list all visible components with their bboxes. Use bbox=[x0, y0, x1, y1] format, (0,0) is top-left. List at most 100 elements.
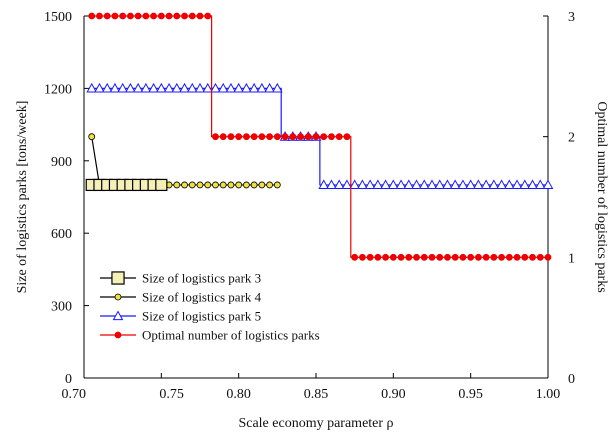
data-point bbox=[273, 181, 281, 189]
data-point bbox=[181, 12, 188, 20]
data-point bbox=[101, 82, 113, 93]
data-point bbox=[142, 12, 150, 20]
data-point bbox=[297, 133, 304, 141]
data-point bbox=[173, 12, 181, 20]
y-right-tick-label: 2 bbox=[568, 131, 575, 146]
x-tick-label: 0.85 bbox=[304, 387, 329, 402]
y-left-tick-label: 1500 bbox=[44, 10, 72, 25]
data-point bbox=[397, 253, 405, 261]
data-point bbox=[264, 82, 275, 93]
data-point bbox=[202, 82, 214, 93]
data-point bbox=[273, 133, 281, 141]
legend: Size of logistics park 3 Size of logistic… bbox=[100, 271, 320, 343]
data-point bbox=[88, 133, 96, 141]
y-left-tick-label: 300 bbox=[51, 300, 72, 315]
data-point bbox=[513, 253, 521, 261]
series-line bbox=[91, 15, 548, 258]
data-point bbox=[442, 179, 453, 190]
data-point bbox=[341, 179, 353, 190]
data-point bbox=[482, 253, 490, 261]
data-point bbox=[140, 82, 152, 93]
legend-label: Optimal number of logistics parks bbox=[142, 328, 320, 343]
data-point bbox=[241, 82, 252, 93]
data-point bbox=[210, 82, 221, 93]
data-point bbox=[155, 178, 168, 192]
data-point bbox=[490, 253, 498, 261]
data-point bbox=[134, 12, 142, 20]
data-point bbox=[165, 12, 173, 20]
x-tick-label: 0.95 bbox=[458, 387, 483, 402]
x-tick-label: 0.75 bbox=[159, 387, 184, 402]
y-left-tick-label: 1200 bbox=[44, 82, 72, 97]
data-point bbox=[173, 181, 181, 189]
data-point bbox=[150, 12, 158, 20]
data-point bbox=[289, 133, 297, 141]
data-point bbox=[281, 133, 289, 141]
series-group bbox=[85, 12, 554, 261]
y-axis-left-title: Size of logistics parks [tons/week] bbox=[15, 101, 30, 294]
data-point bbox=[473, 179, 484, 190]
data-point bbox=[225, 82, 237, 93]
data-point bbox=[382, 253, 390, 261]
data-point bbox=[188, 181, 196, 189]
data-point bbox=[529, 253, 536, 261]
data-point bbox=[405, 253, 413, 261]
data-point bbox=[451, 253, 459, 261]
data-point bbox=[326, 179, 337, 190]
data-point bbox=[256, 82, 268, 93]
data-point bbox=[248, 82, 260, 93]
data-point bbox=[242, 133, 250, 141]
legend-label: Size of logistics park 3 bbox=[142, 271, 261, 286]
data-point bbox=[114, 293, 122, 301]
data-point bbox=[171, 82, 183, 93]
data-point bbox=[511, 179, 523, 190]
data-point bbox=[320, 133, 328, 141]
data-point bbox=[403, 179, 415, 190]
data-point bbox=[488, 179, 500, 190]
data-point bbox=[94, 82, 105, 93]
axes-group: 0.70 0.75 0.80 0.85 0.90 0.95 1.00030060090012… bbox=[44, 10, 575, 402]
data-point bbox=[250, 181, 258, 189]
series-3 bbox=[86, 82, 554, 190]
data-point bbox=[411, 179, 422, 190]
legend-item: Size of logistics park 3 bbox=[100, 271, 261, 286]
data-point bbox=[188, 12, 196, 20]
data-point bbox=[387, 179, 399, 190]
data-point bbox=[498, 253, 506, 261]
series-line bbox=[91, 136, 278, 186]
y-left-tick-label: 900 bbox=[51, 155, 72, 170]
data-point bbox=[343, 133, 351, 141]
x-tick-label: 1.00 bbox=[536, 387, 561, 402]
data-point bbox=[366, 253, 374, 261]
data-point bbox=[374, 253, 382, 261]
data-point bbox=[449, 179, 461, 190]
data-point bbox=[250, 133, 258, 141]
data-point bbox=[364, 179, 376, 190]
data-point bbox=[380, 179, 391, 190]
data-point bbox=[357, 179, 368, 190]
data-point bbox=[413, 253, 420, 261]
legend-item: Size of logistics park 5 bbox=[100, 309, 261, 324]
legend-item: Optimal number of logistics parks bbox=[100, 328, 320, 343]
data-point bbox=[258, 133, 266, 141]
data-point bbox=[96, 12, 103, 20]
data-point bbox=[544, 253, 552, 261]
data-point bbox=[351, 253, 359, 261]
data-point bbox=[457, 179, 469, 190]
data-point bbox=[304, 133, 312, 141]
data-point bbox=[119, 12, 127, 20]
data-point bbox=[114, 331, 122, 339]
legend-label: Size of logistics park 4 bbox=[142, 290, 262, 305]
data-point bbox=[536, 253, 544, 261]
data-point bbox=[527, 179, 538, 190]
data-point bbox=[148, 82, 159, 93]
y-left-tick-label: 0 bbox=[65, 372, 72, 387]
data-point bbox=[233, 82, 245, 93]
data-point bbox=[163, 82, 175, 93]
y-right-tick-label: 3 bbox=[568, 10, 575, 25]
data-point bbox=[505, 253, 513, 261]
series-4 bbox=[88, 12, 552, 261]
data-point bbox=[266, 181, 274, 189]
data-point bbox=[125, 82, 136, 93]
